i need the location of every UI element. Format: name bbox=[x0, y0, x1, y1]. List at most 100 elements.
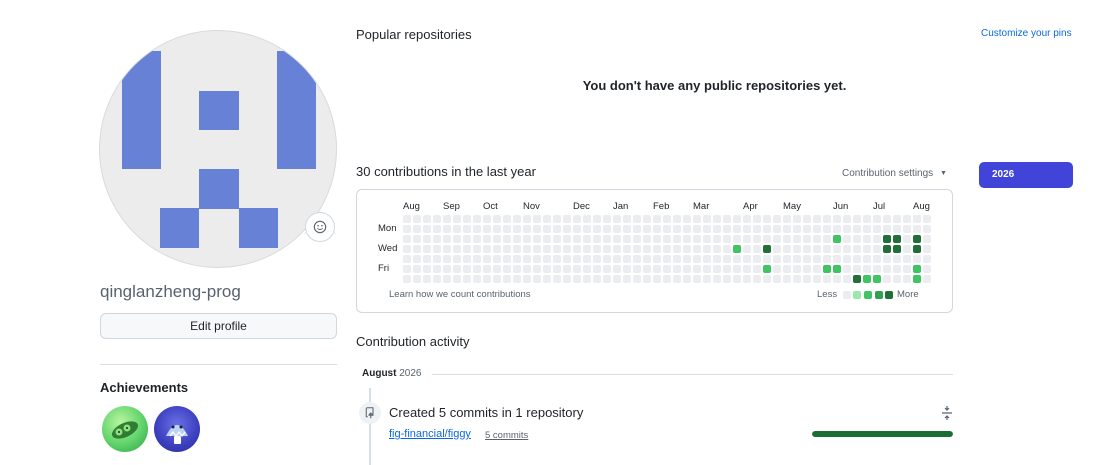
contribution-day[interactable] bbox=[913, 225, 921, 233]
contribution-day[interactable] bbox=[543, 255, 551, 263]
contribution-day[interactable] bbox=[523, 265, 531, 273]
contribution-day[interactable] bbox=[853, 275, 861, 283]
contribution-day[interactable] bbox=[613, 245, 621, 253]
contribution-day[interactable] bbox=[463, 225, 471, 233]
contribution-day[interactable] bbox=[463, 245, 471, 253]
contribution-day[interactable] bbox=[913, 215, 921, 223]
contribution-day[interactable] bbox=[623, 265, 631, 273]
contribution-day[interactable] bbox=[663, 225, 671, 233]
contribution-day[interactable] bbox=[423, 245, 431, 253]
customize-pins-link[interactable]: Customize your pins bbox=[981, 28, 1072, 39]
contribution-day[interactable] bbox=[653, 245, 661, 253]
contribution-day[interactable] bbox=[463, 235, 471, 243]
contribution-day[interactable] bbox=[773, 235, 781, 243]
contribution-day[interactable] bbox=[433, 255, 441, 263]
contribution-day[interactable] bbox=[673, 225, 681, 233]
contribution-day[interactable] bbox=[553, 245, 561, 253]
contribution-day[interactable] bbox=[663, 215, 671, 223]
contribution-day[interactable] bbox=[503, 275, 511, 283]
contribution-day[interactable] bbox=[473, 255, 481, 263]
contribution-day[interactable] bbox=[553, 255, 561, 263]
contribution-day[interactable] bbox=[663, 255, 671, 263]
contribution-day[interactable] bbox=[573, 215, 581, 223]
shark-badge[interactable] bbox=[154, 406, 200, 452]
contribution-day[interactable] bbox=[633, 255, 641, 263]
contribution-day[interactable] bbox=[793, 265, 801, 273]
contribution-day[interactable] bbox=[643, 275, 651, 283]
contribution-day[interactable] bbox=[833, 245, 841, 253]
contribution-day[interactable] bbox=[823, 235, 831, 243]
contribution-day[interactable] bbox=[733, 275, 741, 283]
contribution-day[interactable] bbox=[753, 215, 761, 223]
repository-link[interactable]: fig-financial/figgy bbox=[389, 428, 471, 440]
contribution-day[interactable] bbox=[643, 235, 651, 243]
contribution-day[interactable] bbox=[423, 255, 431, 263]
contribution-day[interactable] bbox=[563, 265, 571, 273]
contribution-day[interactable] bbox=[513, 265, 521, 273]
contribution-day[interactable] bbox=[863, 245, 871, 253]
contribution-day[interactable] bbox=[763, 275, 771, 283]
contribution-day[interactable] bbox=[783, 245, 791, 253]
contribution-day[interactable] bbox=[503, 235, 511, 243]
contribution-day[interactable] bbox=[813, 255, 821, 263]
contribution-day[interactable] bbox=[903, 265, 911, 273]
contribution-day[interactable] bbox=[823, 275, 831, 283]
contribution-day[interactable] bbox=[673, 265, 681, 273]
contribution-day[interactable] bbox=[793, 215, 801, 223]
contribution-day[interactable] bbox=[653, 255, 661, 263]
contribution-day[interactable] bbox=[633, 245, 641, 253]
contribution-day[interactable] bbox=[783, 235, 791, 243]
contribution-day[interactable] bbox=[613, 215, 621, 223]
contribution-day[interactable] bbox=[743, 225, 751, 233]
contribution-day[interactable] bbox=[493, 245, 501, 253]
contribution-day[interactable] bbox=[463, 265, 471, 273]
contribution-day[interactable] bbox=[923, 215, 931, 223]
contribution-day[interactable] bbox=[543, 245, 551, 253]
contribution-day[interactable] bbox=[733, 235, 741, 243]
contribution-day[interactable] bbox=[893, 215, 901, 223]
contribution-day[interactable] bbox=[823, 245, 831, 253]
contribution-day[interactable] bbox=[773, 275, 781, 283]
contribution-day[interactable] bbox=[643, 245, 651, 253]
contribution-day[interactable] bbox=[843, 235, 851, 243]
avatar[interactable] bbox=[99, 30, 337, 268]
contribution-day[interactable] bbox=[763, 265, 771, 273]
contribution-day[interactable] bbox=[773, 245, 781, 253]
contribution-day[interactable] bbox=[503, 265, 511, 273]
contribution-day[interactable] bbox=[653, 265, 661, 273]
contribution-day[interactable] bbox=[683, 275, 691, 283]
contribution-day[interactable] bbox=[473, 235, 481, 243]
contribution-day[interactable] bbox=[603, 235, 611, 243]
pair-extraordinaire-badge[interactable] bbox=[102, 406, 148, 452]
learn-contributions-link[interactable]: Learn how we count contributions bbox=[389, 289, 531, 300]
contribution-day[interactable] bbox=[683, 255, 691, 263]
contribution-day[interactable] bbox=[433, 215, 441, 223]
contribution-day[interactable] bbox=[513, 225, 521, 233]
contribution-day[interactable] bbox=[413, 235, 421, 243]
contribution-day[interactable] bbox=[853, 265, 861, 273]
contribution-day[interactable] bbox=[923, 245, 931, 253]
contribution-day[interactable] bbox=[483, 275, 491, 283]
contribution-day[interactable] bbox=[573, 255, 581, 263]
contribution-day[interactable] bbox=[923, 225, 931, 233]
contribution-day[interactable] bbox=[433, 265, 441, 273]
contribution-day[interactable] bbox=[413, 255, 421, 263]
contribution-day[interactable] bbox=[723, 235, 731, 243]
contribution-day[interactable] bbox=[753, 235, 761, 243]
contribution-day[interactable] bbox=[743, 245, 751, 253]
contribution-day[interactable] bbox=[533, 275, 541, 283]
contribution-day[interactable] bbox=[403, 265, 411, 273]
contribution-day[interactable] bbox=[563, 225, 571, 233]
contribution-day[interactable] bbox=[833, 255, 841, 263]
contribution-day[interactable] bbox=[453, 255, 461, 263]
contribution-day[interactable] bbox=[743, 235, 751, 243]
contribution-day[interactable] bbox=[713, 245, 721, 253]
commits-summary[interactable]: Created 5 commits in 1 repository bbox=[389, 405, 584, 420]
contribution-day[interactable] bbox=[733, 215, 741, 223]
contribution-day[interactable] bbox=[923, 235, 931, 243]
contribution-day[interactable] bbox=[883, 275, 891, 283]
contribution-day[interactable] bbox=[613, 275, 621, 283]
contribution-day[interactable] bbox=[883, 265, 891, 273]
contribution-day[interactable] bbox=[483, 225, 491, 233]
contribution-day[interactable] bbox=[763, 225, 771, 233]
